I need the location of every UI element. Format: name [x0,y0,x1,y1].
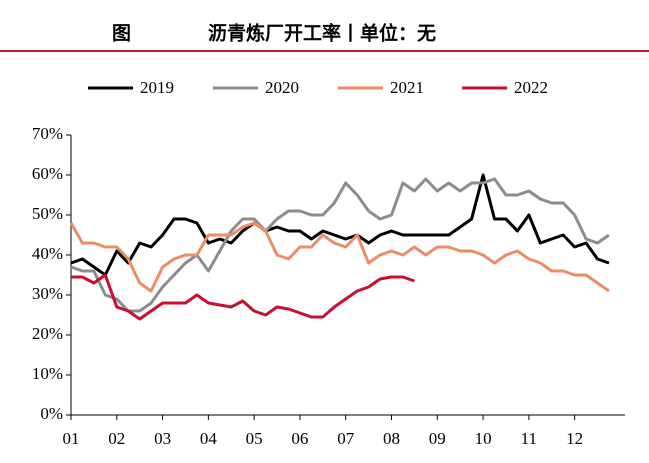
series-line [69,221,610,293]
x-tick-label: 08 [383,429,400,448]
y-tick-label: 50% [32,204,63,223]
x-tick-label: 10 [475,429,492,448]
x-tick-label: 07 [337,429,355,448]
x-tick-label: 01 [63,429,80,448]
y-tick-label: 70% [32,124,63,143]
y-tick-label: 20% [32,324,63,343]
x-tick-label: 05 [246,429,263,448]
legend-label: 2019 [140,78,174,97]
x-tick-label: 06 [291,429,308,448]
y-tick-label: 60% [32,164,63,183]
chart-title: 沥青炼厂开工率丨单位：无 [208,22,436,45]
x-tick-label: 04 [200,429,218,448]
legend-label: 2022 [514,78,548,97]
series-line [71,273,415,321]
title-label: 图 [112,23,131,45]
x-tick-label: 11 [521,429,537,448]
y-tick-label: 0% [40,404,63,423]
x-tick-label: 12 [566,429,583,448]
y-tick-label: 40% [32,244,63,263]
y-tick-label: 30% [32,284,63,303]
series-line [70,173,610,277]
x-tick-label: 02 [108,429,125,448]
x-tick-label: 03 [154,429,171,448]
legend-label: 2020 [265,78,299,97]
series-line [70,177,610,313]
x-tick-label: 09 [429,429,446,448]
y-tick-label: 10% [32,364,63,383]
legend-label: 2021 [390,78,424,97]
